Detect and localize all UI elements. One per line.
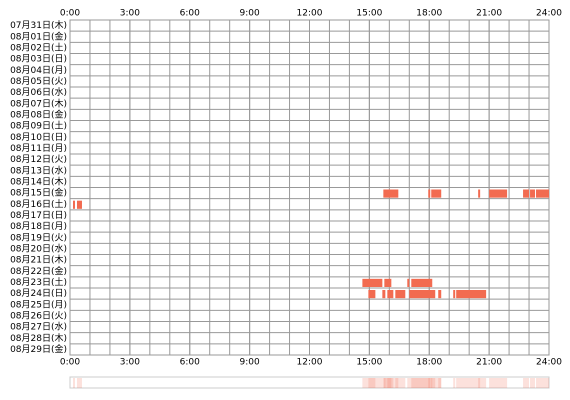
row-label: 08月04日(月) [10, 65, 67, 76]
activity-segment [76, 200, 82, 209]
overview-segment [382, 378, 386, 388]
row-label: 08月17日(日) [10, 210, 67, 221]
row-label: 08月02日(土) [10, 41, 67, 53]
overview-segment [76, 378, 82, 388]
x-tick-label-top: 3:00 [120, 9, 140, 19]
overview-segment [456, 378, 487, 388]
row-label: 08月19日(火) [10, 232, 67, 243]
overview-segment [387, 378, 394, 388]
x-tick-label-bottom: 15:00 [356, 358, 382, 368]
row-label: 08月27日(水) [10, 321, 67, 333]
row-label: 08月18日(月) [10, 221, 67, 232]
overview-segment [453, 378, 456, 388]
activity-segment [530, 189, 536, 198]
activity-segment [453, 290, 456, 299]
x-tick-label-top: 24:00 [536, 9, 562, 19]
x-tick-label-bottom: 0:00 [60, 358, 80, 368]
x-tick-label-bottom: 21:00 [476, 358, 502, 368]
activity-segment [428, 189, 431, 198]
x-tick-label-top: 9:00 [240, 9, 260, 19]
x-tick-label-bottom: 12:00 [297, 358, 323, 368]
overview-segment [523, 378, 530, 388]
overview-segment [478, 378, 481, 388]
x-tick-label-bottom: 18:00 [416, 358, 442, 368]
row-label: 08月10日(日) [10, 132, 67, 143]
activity-segment [431, 189, 442, 198]
overview-bar [69, 376, 550, 389]
x-tick-label-bottom: 6:00 [180, 358, 200, 368]
overview-segment [384, 378, 392, 388]
activity-segment [362, 278, 383, 287]
activity-segment [72, 200, 75, 209]
overview-segment [407, 378, 410, 388]
x-tick-label-bottom: 3:00 [120, 358, 140, 368]
x-tick-label-top: 12:00 [297, 9, 323, 19]
x-tick-label-top: 15:00 [356, 9, 382, 19]
overview-segment [489, 378, 508, 388]
overview-segment [368, 378, 376, 388]
activity-segment [536, 189, 549, 198]
row-label: 08月09日(土) [10, 120, 67, 132]
x-tick-label-bottom: 9:00 [240, 358, 260, 368]
activity-segment [411, 278, 433, 287]
activity-segment [384, 278, 392, 287]
overview-segment [395, 378, 406, 388]
row-label: 08月08日(金) [10, 108, 67, 120]
activity-segment [523, 189, 530, 198]
x-tick-label-top: 18:00 [416, 9, 442, 19]
activity-segment [478, 189, 481, 198]
row-label: 08月20日(水) [10, 242, 67, 254]
row-label: 08月23日(土) [10, 276, 67, 288]
activity-segment [383, 189, 399, 198]
row-label: 08月15日(金) [10, 187, 67, 199]
activity-segment [409, 290, 436, 299]
row-label: 08月12日(火) [10, 154, 67, 165]
row-label: 08月16日(土) [10, 198, 67, 210]
overview-segment [438, 378, 442, 388]
row-label: 08月06日(水) [10, 86, 67, 98]
row-label: 08月24日(日) [10, 288, 67, 299]
row-label: 08月26日(火) [10, 310, 67, 321]
row-label: 08月03日(日) [10, 54, 67, 65]
activity-segment [395, 290, 406, 299]
overview-segment [72, 378, 75, 388]
row-label: 08月29日(金) [10, 343, 67, 355]
overview-segment [431, 378, 442, 388]
overview-segment [409, 378, 436, 388]
overview-segment [428, 378, 431, 388]
x-tick-label-top: 0:00 [60, 9, 80, 19]
activity-segment [438, 290, 442, 299]
row-label: 08月14日(木) [10, 175, 67, 187]
activity-segment [456, 290, 487, 299]
activity-segment [382, 290, 386, 299]
activity-segment [489, 189, 508, 198]
x-tick-label-bottom: 24:00 [536, 358, 562, 368]
row-label: 08月11日(月) [10, 143, 67, 154]
row-label: 08月13日(水) [10, 164, 67, 176]
row-label: 08月01日(金) [10, 30, 67, 42]
activity-segment [387, 290, 394, 299]
row-label: 08月28日(木) [10, 332, 67, 344]
x-tick-label-top: 21:00 [476, 9, 502, 19]
row-label: 08月25日(月) [10, 299, 67, 310]
overview-segment [362, 378, 383, 388]
row-label: 07月31日(木) [10, 19, 67, 31]
overview-segment [530, 378, 536, 388]
row-label: 08月21日(木) [10, 254, 67, 266]
x-tick-label-top: 6:00 [180, 9, 200, 19]
row-label: 08月05日(火) [10, 76, 67, 87]
overview-segment [411, 378, 433, 388]
overview-segment [383, 378, 399, 388]
activity-segment [368, 290, 376, 299]
activity-segment [407, 278, 410, 287]
overview-segment [536, 378, 549, 388]
row-label: 08月22日(金) [10, 265, 67, 277]
row-label: 08月07日(木) [10, 97, 67, 109]
